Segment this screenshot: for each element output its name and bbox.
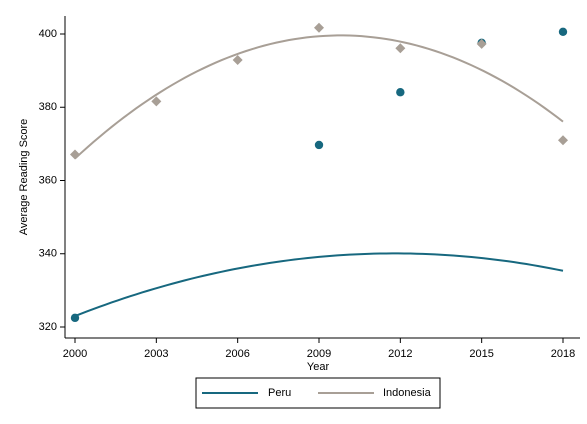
y-tick-label: 380 [39, 101, 57, 113]
x-tick-label: 2015 [469, 348, 493, 360]
y-tick-label: 360 [39, 174, 57, 186]
series-line-indonesia [74, 34, 564, 160]
legend-label-peru: Peru [268, 387, 291, 399]
data-point-indonesia [70, 149, 80, 160]
y-tick-label: 400 [39, 28, 57, 40]
data-point-peru [70, 313, 80, 323]
data-point-indonesia [476, 38, 487, 49]
x-axis-title: Year [307, 361, 330, 373]
legend-label-indonesia: Indonesia [383, 387, 432, 399]
x-tick-label: 2003 [144, 348, 168, 360]
x-tick-label: 2018 [551, 348, 575, 360]
data-point-indonesia [395, 43, 406, 54]
axes-layer: 320 340 360 380 400 2000 2003 2006 2009 2012 2015 2… [18, 28, 575, 373]
data-point-indonesia [314, 22, 324, 33]
x-tick-label: 2009 [307, 348, 331, 360]
data-point-peru [558, 27, 568, 37]
legend: Peru Indonesia [195, 377, 441, 409]
data-point-peru [314, 140, 324, 150]
data-point-indonesia [558, 135, 568, 146]
x-tick-label: 2006 [225, 348, 249, 360]
x-tick-label: 2012 [388, 348, 412, 360]
data-point-indonesia [151, 96, 162, 107]
y-tick-label: 340 [39, 248, 57, 260]
y-tick-label: 320 [39, 321, 57, 333]
plot-frame [64, 16, 580, 339]
x-tick-label: 2000 [63, 348, 87, 360]
data-point-peru [396, 88, 405, 97]
series-layer [70, 22, 568, 323]
data-point-indonesia [232, 55, 243, 66]
y-axis-title: Average Reading Score [18, 119, 30, 236]
series-line-peru [74, 252, 564, 317]
